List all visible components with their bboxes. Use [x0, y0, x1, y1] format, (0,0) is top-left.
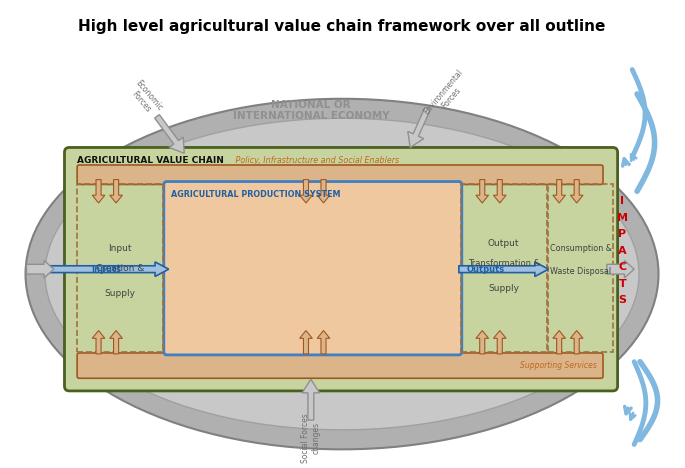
Text: S: S [619, 295, 627, 305]
FancyArrow shape [493, 330, 506, 354]
FancyArrow shape [50, 262, 169, 277]
Bar [461, 184, 547, 352]
Text: A: A [618, 246, 627, 256]
FancyArrow shape [317, 330, 330, 354]
FancyArrow shape [110, 180, 123, 203]
FancyArrow shape [553, 330, 566, 354]
FancyArrow shape [317, 180, 330, 203]
FancyArrow shape [299, 180, 312, 203]
FancyArrow shape [607, 260, 634, 278]
Text: NATIONAL OR
INTERNATIONAL ECONOMY: NATIONAL OR INTERNATIONAL ECONOMY [232, 100, 389, 121]
Text: C: C [619, 262, 627, 272]
Text: Outputs: Outputs [467, 265, 506, 274]
FancyArrow shape [27, 260, 53, 278]
FancyArrow shape [110, 330, 123, 354]
Text: T: T [619, 279, 626, 289]
FancyArrow shape [302, 379, 320, 420]
FancyBboxPatch shape [164, 182, 462, 355]
Text: Environmental
Forces: Environmental Forces [422, 67, 473, 123]
Text: Supply: Supply [105, 289, 136, 298]
FancyArrow shape [493, 180, 506, 203]
Text: Consumption &: Consumption & [549, 244, 612, 253]
Text: Transformation &: Transformation & [468, 259, 540, 268]
FancyBboxPatch shape [77, 165, 603, 184]
Text: I: I [621, 196, 625, 206]
Text: Output: Output [488, 239, 519, 248]
FancyArrow shape [476, 180, 488, 203]
Text: Economic
Forces: Economic Forces [126, 79, 164, 119]
FancyArrow shape [476, 330, 488, 354]
Text: Supporting Services: Supporting Services [521, 361, 597, 370]
Ellipse shape [45, 118, 639, 430]
Ellipse shape [25, 99, 658, 449]
FancyArrow shape [553, 180, 566, 203]
Text: Input: Input [108, 244, 132, 253]
FancyBboxPatch shape [77, 353, 603, 378]
Text: M: M [617, 212, 628, 223]
Text: AGRICULTURAL PRODUCTION SYSTEM: AGRICULTURAL PRODUCTION SYSTEM [171, 190, 340, 199]
Text: Supply: Supply [488, 284, 519, 293]
Text: Creation &: Creation & [96, 263, 144, 273]
Bar [549, 184, 613, 352]
FancyArrow shape [459, 262, 549, 277]
Text: Policy, Infrastructure and Social Enablers: Policy, Infrastructure and Social Enable… [233, 156, 399, 165]
Text: Inputs: Inputs [91, 265, 121, 274]
Text: Social Forces
changes: Social Forces changes [301, 413, 321, 462]
FancyArrow shape [92, 330, 105, 354]
FancyArrow shape [571, 180, 583, 203]
Text: AGRICULTURAL VALUE CHAIN: AGRICULTURAL VALUE CHAIN [77, 156, 224, 165]
Text: P: P [619, 229, 627, 239]
FancyArrow shape [571, 330, 583, 354]
Bar [77, 184, 163, 352]
FancyArrow shape [92, 180, 105, 203]
Text: High level agricultural value chain framework over all outline: High level agricultural value chain fram… [78, 19, 606, 34]
FancyArrow shape [408, 107, 430, 147]
FancyArrow shape [155, 115, 184, 154]
FancyArrow shape [299, 330, 312, 354]
FancyBboxPatch shape [64, 147, 618, 391]
Text: Waste Disposal: Waste Disposal [550, 267, 611, 276]
